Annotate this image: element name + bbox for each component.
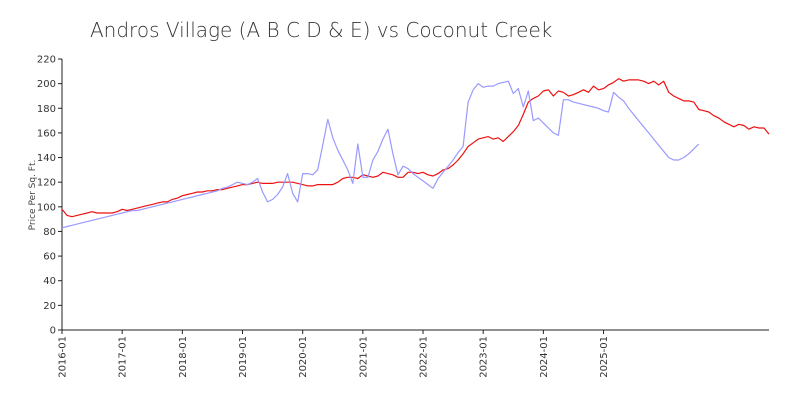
x-tick-label: 2017-01	[118, 336, 129, 378]
y-tick-label: 0	[50, 326, 56, 337]
axes: 0 20 40 60 80 100 120 140 160 180 200 220 2016-01 201…	[37, 55, 769, 378]
x-tick-label: 2022-01	[419, 336, 430, 378]
series-layer	[61, 78, 770, 229]
x-tick-label: 2021-01	[358, 336, 369, 378]
x-tick-label: 2019-01	[238, 336, 249, 378]
y-tick-label: 140	[37, 153, 56, 164]
x-tick-label: 2016-01	[58, 336, 69, 378]
y-tick-label: 60	[43, 252, 56, 263]
y-tick-label: 200	[37, 79, 56, 90]
y-tick-label: 180	[37, 104, 56, 115]
y-tick-label: 160	[37, 128, 56, 139]
y-tick-label: 20	[43, 301, 56, 312]
x-tick-label: 2023-01	[479, 336, 490, 378]
x-tick-label: 2020-01	[298, 336, 309, 378]
y-tick-label: 100	[37, 202, 56, 213]
y-axis-label: Price Per Sq. Ft.	[28, 160, 38, 231]
series-line-2	[61, 80, 700, 229]
y-tick-label: 220	[37, 55, 56, 66]
x-tick-label: 2018-01	[178, 336, 189, 378]
series-line-1	[61, 78, 770, 218]
y-tick-label: 80	[43, 227, 56, 238]
y-tick-label: 120	[37, 178, 56, 189]
x-tick-label: 2024-01	[539, 336, 550, 378]
x-tick-label: 2025-01	[599, 336, 610, 378]
chart-title: Andros Village (A B C D & E) vs Coconut …	[90, 18, 552, 42]
y-tick-label: 40	[43, 276, 56, 287]
